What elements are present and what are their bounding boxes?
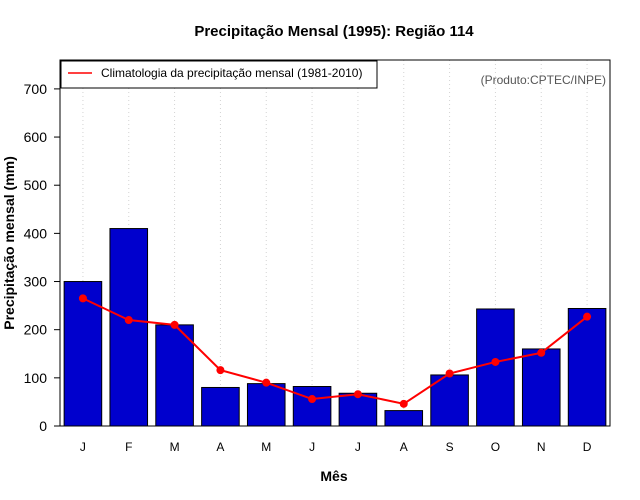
x-axis-title: Mês bbox=[320, 468, 347, 484]
x-tick-label: D bbox=[583, 440, 592, 454]
credit-annotation: (Produto:CPTEC/INPE) bbox=[481, 73, 606, 87]
y-tick-label: 0 bbox=[39, 418, 47, 434]
bar bbox=[201, 386, 240, 427]
y-tick-label: 400 bbox=[24, 225, 48, 241]
y-tick-label: 600 bbox=[24, 129, 48, 145]
x-tick-label: J bbox=[355, 440, 361, 454]
x-tick-label: S bbox=[446, 440, 454, 454]
x-tick-label: A bbox=[400, 440, 408, 454]
climatology-point bbox=[262, 378, 271, 387]
bar bbox=[155, 324, 194, 427]
y-tick-label: 100 bbox=[24, 370, 48, 386]
climatology-line bbox=[78, 294, 592, 408]
y-tick-label: 700 bbox=[24, 81, 48, 97]
x-tick-label: M bbox=[170, 440, 180, 454]
x-tick-label: M bbox=[261, 440, 271, 454]
bar bbox=[476, 308, 515, 427]
climatology-point bbox=[583, 312, 592, 321]
x-tick-label: F bbox=[125, 440, 132, 454]
bar bbox=[521, 348, 561, 427]
climatology-point bbox=[445, 369, 454, 378]
bar bbox=[292, 386, 332, 427]
legend-box bbox=[60, 60, 378, 89]
climatology-point bbox=[491, 357, 500, 366]
bar bbox=[246, 383, 286, 427]
y-axis: 0 100 200 300 400 500 600 700 bbox=[24, 81, 61, 434]
climatology-point bbox=[124, 316, 133, 325]
climatology-point bbox=[399, 399, 408, 408]
x-tick-label: J bbox=[309, 440, 315, 454]
legend-label: Climatologia da precipitação mensal (198… bbox=[101, 66, 362, 80]
bar bbox=[567, 307, 607, 427]
bar bbox=[109, 228, 149, 427]
y-tick-label: 300 bbox=[24, 274, 48, 290]
climatology-point bbox=[78, 294, 87, 303]
legend: Climatologia da precipitação mensal (198… bbox=[60, 60, 378, 89]
climatology-point bbox=[308, 395, 317, 404]
climatology-point bbox=[537, 348, 546, 357]
climatology-point bbox=[353, 390, 362, 399]
chart-title: Precipitação Mensal (1995): Região 114 bbox=[194, 23, 474, 40]
x-tick-label: N bbox=[537, 440, 546, 454]
bar bbox=[63, 281, 103, 427]
climatology-point bbox=[170, 320, 179, 329]
x-tick-label: A bbox=[216, 440, 224, 454]
y-axis-title: Precipitação mensal (mm) bbox=[1, 156, 17, 330]
bar bbox=[384, 410, 424, 427]
climatology-point bbox=[216, 366, 225, 375]
climatology-series-line bbox=[82, 297, 588, 405]
x-tick-label: O bbox=[491, 440, 500, 454]
y-tick-label: 500 bbox=[24, 177, 48, 193]
x-tick-label: J bbox=[80, 440, 86, 454]
bars bbox=[63, 228, 607, 427]
y-tick-label: 200 bbox=[24, 322, 48, 338]
